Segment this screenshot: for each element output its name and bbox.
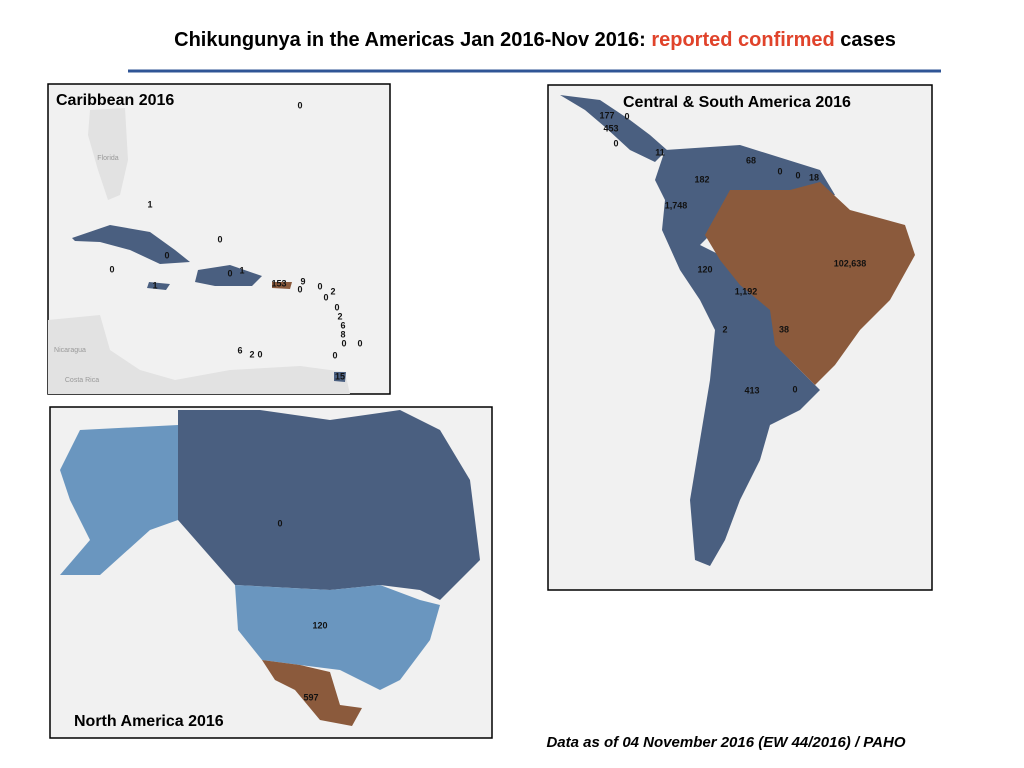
brazil <box>705 182 915 385</box>
jamaica <box>147 282 170 290</box>
source-note: Data as of 04 November 2016 (EW 44/2016)… <box>546 734 905 751</box>
north-america-map: North America 2016 <box>49 406 493 739</box>
place-label: Costa Rica <box>65 377 99 384</box>
mexico <box>262 660 362 726</box>
case-count: 1 <box>239 265 244 275</box>
case-count: 1 <box>147 199 152 209</box>
case-count: 8 <box>340 329 345 339</box>
title-prefix: Chikungunya in the Americas Jan 2016-Nov… <box>174 29 651 51</box>
case-count: 0 <box>217 234 222 244</box>
case-count: 0 <box>795 170 800 180</box>
case-count: 0 <box>227 268 232 278</box>
case-count: 11 <box>655 147 665 157</box>
united-states <box>235 585 440 690</box>
trinidad <box>334 372 346 382</box>
case-count: 0 <box>323 292 328 302</box>
case-count: 177 <box>599 110 614 120</box>
case-count: 2 <box>722 324 727 334</box>
case-count: 0 <box>257 349 262 359</box>
case-count: 6 <box>340 320 345 330</box>
title-highlight: reported confirmed <box>651 29 834 51</box>
case-count: 9 <box>300 276 305 286</box>
case-count: 102,638 <box>834 258 867 268</box>
case-count: 453 <box>603 123 618 133</box>
place-label: Nicaragua <box>54 347 86 354</box>
case-count: 2 <box>249 349 254 359</box>
case-count: 0 <box>357 338 362 348</box>
case-count: 0 <box>777 166 782 176</box>
case-count: 18 <box>809 172 819 182</box>
cuba <box>72 225 190 264</box>
central-america <box>560 95 667 162</box>
hispaniola <box>195 265 262 286</box>
case-count: 182 <box>694 174 709 184</box>
case-count: 0 <box>109 264 114 274</box>
canada <box>178 410 480 600</box>
land <box>88 108 128 200</box>
case-count: 2 <box>330 286 335 296</box>
case-count: 0 <box>297 284 302 294</box>
south-america <box>655 145 835 566</box>
puerto-rico <box>272 282 292 289</box>
panel-title: Central & South America 2016 <box>623 94 851 111</box>
case-count: 1,748 <box>665 200 688 210</box>
alaska <box>60 425 178 575</box>
case-count: 38 <box>779 324 789 334</box>
case-count: 597 <box>303 692 318 702</box>
title-suffix: cases <box>835 29 896 51</box>
case-count: 0 <box>277 518 282 528</box>
place-label: Florida <box>97 155 119 162</box>
caribbean-map: Caribbean 2016 <box>47 83 391 395</box>
case-count: 1,192 <box>735 286 758 296</box>
case-count: 0 <box>792 384 797 394</box>
case-count: 0 <box>297 100 302 110</box>
case-count: 0 <box>164 250 169 260</box>
case-count: 1 <box>152 280 157 290</box>
land <box>48 315 350 394</box>
case-count: 413 <box>744 385 759 395</box>
south-america-map: Central & South America 2016 <box>547 84 933 591</box>
case-count: 2 <box>337 311 342 321</box>
panel-title: Caribbean 2016 <box>56 92 174 109</box>
case-count: 6 <box>237 345 242 355</box>
panel-title: North America 2016 <box>74 713 224 730</box>
case-count: 0 <box>334 302 339 312</box>
case-count: 120 <box>697 264 712 274</box>
case-count: 0 <box>624 111 629 121</box>
case-count: 0 <box>332 350 337 360</box>
slide-title: Chikungunya in the Americas Jan 2016-Nov… <box>174 29 896 51</box>
case-count: 0 <box>613 138 618 148</box>
case-count: 68 <box>746 155 756 165</box>
case-count: 0 <box>341 338 346 348</box>
case-count: 15 <box>335 371 345 381</box>
case-count: 0 <box>317 281 322 291</box>
case-count: 120 <box>312 620 327 630</box>
case-count: 153 <box>271 278 286 288</box>
